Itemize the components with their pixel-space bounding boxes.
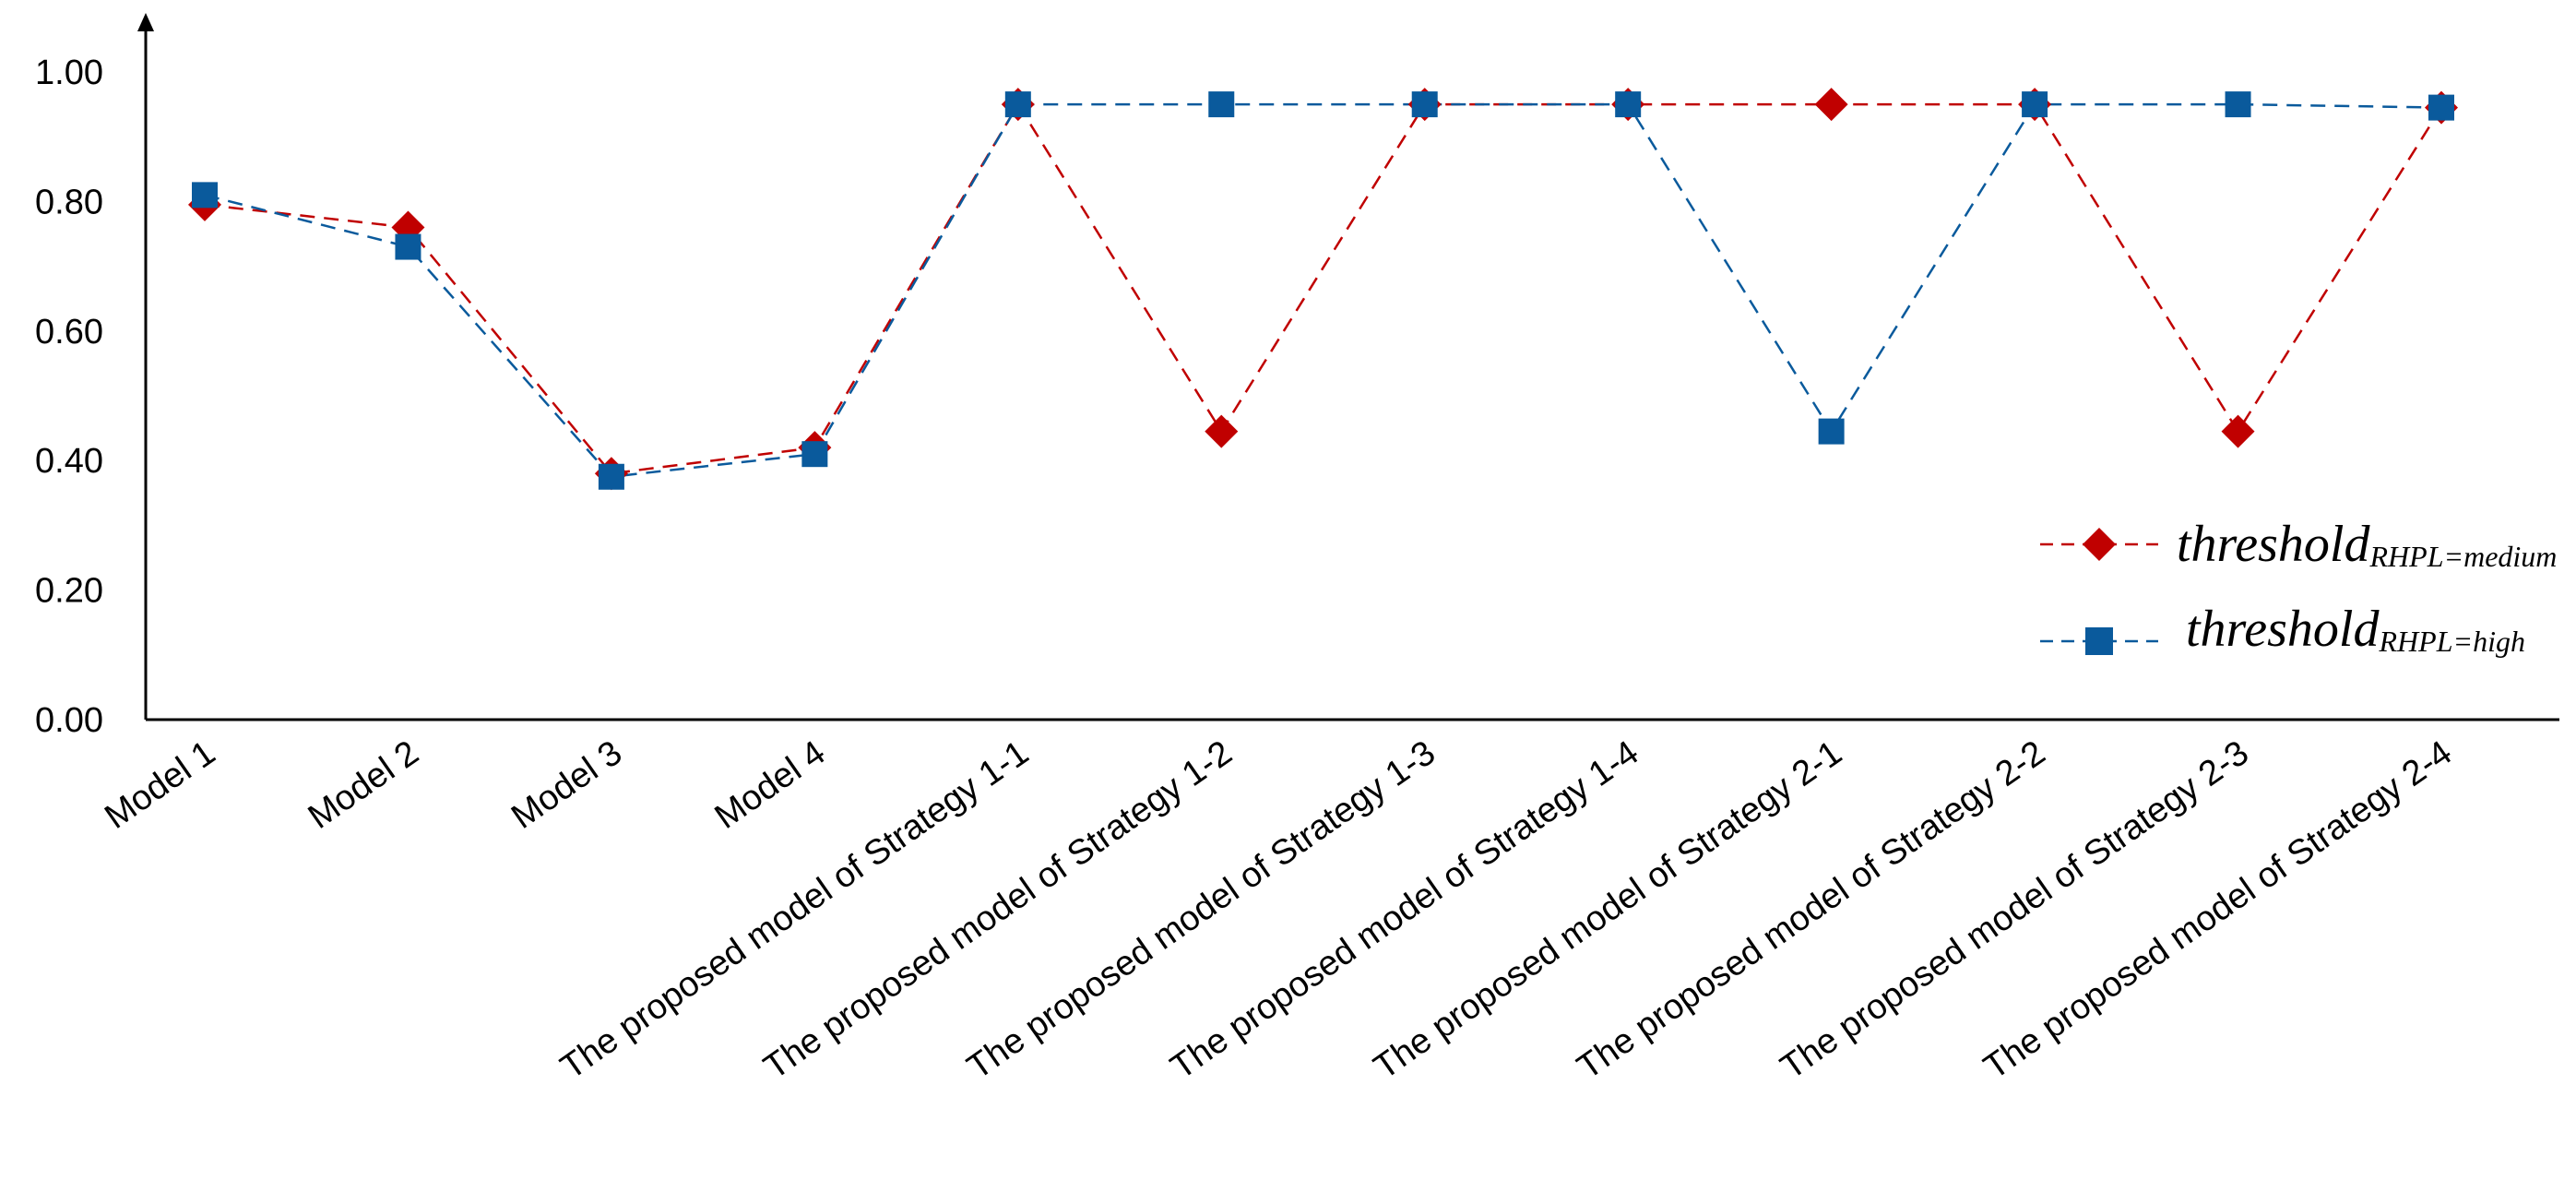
data-point-high	[1004, 91, 1031, 118]
y-tick-label: 0.40	[35, 442, 103, 481]
y-tick-label: 0.20	[35, 572, 103, 611]
data-point-medium	[1814, 88, 1848, 122]
y-tick-label: 0.00	[35, 701, 103, 740]
legend-marker-medium	[2083, 528, 2116, 561]
legend-sub-medium: RHPL=medium	[2368, 540, 2557, 573]
legend-item-medium: thresholdRHPL=medium	[2040, 516, 2557, 573]
data-point-high	[2022, 91, 2048, 118]
data-point-high	[2428, 94, 2454, 121]
data-point-high	[598, 463, 624, 490]
legend-main-high: threshold	[2186, 601, 2380, 658]
data-point-medium	[391, 210, 425, 244]
series-line-high	[204, 102, 2442, 479]
data-point-high	[801, 441, 828, 468]
x-tick-label: Model 1	[98, 733, 222, 837]
y-tick-label: 1.00	[35, 54, 103, 92]
data-point-high	[2225, 91, 2251, 118]
y-tick-label: 0.60	[35, 313, 103, 352]
legend-marker-high	[2085, 627, 2113, 655]
data-point-high	[1208, 91, 1235, 118]
data-point-high	[1615, 91, 1642, 118]
data-point-high	[1818, 418, 1845, 445]
legend-main-medium: threshold	[2177, 516, 2370, 573]
y-tick-labels: 0.00 0.20 0.40 0.60 0.80 1.00	[35, 54, 103, 740]
x-tick-label: Model 3	[505, 733, 629, 837]
axes	[137, 13, 2559, 721]
data-point-high	[1411, 91, 1438, 118]
data-point-high	[395, 233, 421, 260]
legend-sub-high: RHPL=high	[2378, 625, 2524, 658]
series-lines	[204, 101, 2443, 479]
legend-label-medium: thresholdRHPL=medium	[2177, 516, 2557, 573]
data-point-high	[192, 182, 218, 209]
legend: thresholdRHPL=medium thresholdRHPL=high	[2040, 516, 2557, 658]
x-tick-label: Model 4	[708, 733, 833, 837]
y-axis-arrow	[137, 13, 154, 31]
series-markers	[188, 88, 2458, 491]
data-point-medium	[2221, 414, 2255, 448]
data-point-medium	[1205, 414, 1239, 448]
y-tick-label: 0.80	[35, 183, 103, 221]
series-line-medium	[204, 101, 2443, 475]
legend-label-high: thresholdRHPL=high	[2186, 601, 2525, 658]
x-tick-label: Model 2	[302, 733, 426, 837]
legend-item-high: thresholdRHPL=high	[2040, 601, 2525, 658]
